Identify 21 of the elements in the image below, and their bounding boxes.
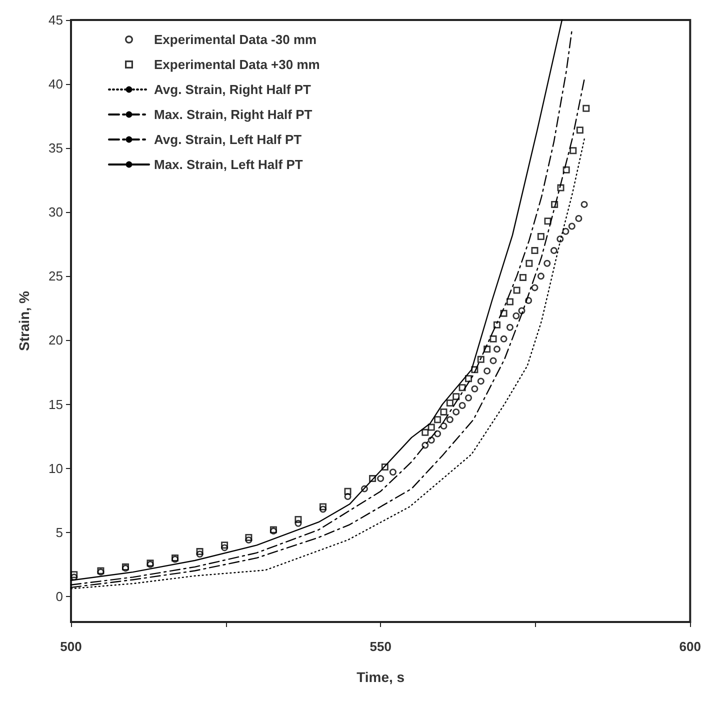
y-tick-label: 20 xyxy=(48,332,63,348)
legend-label: Avg. Strain, Left Half PT xyxy=(154,132,302,147)
legend-label: Experimental Data +30 mm xyxy=(154,57,320,72)
y-tick-label: 35 xyxy=(48,140,63,156)
y-tick-label: 10 xyxy=(48,460,63,476)
legend-label: Avg. Strain, Right Half PT xyxy=(154,82,312,97)
y-tick-label: 45 xyxy=(48,12,63,28)
x-tick-label: 550 xyxy=(370,639,392,654)
y-tick-label: 40 xyxy=(48,76,63,92)
y-tick-label: 25 xyxy=(48,268,63,284)
y-tick-label: 30 xyxy=(48,204,63,220)
legend-label: Experimental Data -30 mm xyxy=(154,32,317,47)
y-tick-label: 5 xyxy=(56,524,63,540)
x-tick-label: 600 xyxy=(679,639,702,654)
legend-label: Max. Strain, Left Half PT xyxy=(154,157,303,172)
y-axis-title: Strain, % xyxy=(16,290,32,351)
legend-label: Max. Strain, Right Half PT xyxy=(154,107,312,122)
y-tick-label: 0 xyxy=(56,588,63,604)
x-axis-title: Time, s xyxy=(356,669,405,685)
y-tick-label: 15 xyxy=(48,396,63,412)
x-tick-label: 500 xyxy=(60,639,82,654)
